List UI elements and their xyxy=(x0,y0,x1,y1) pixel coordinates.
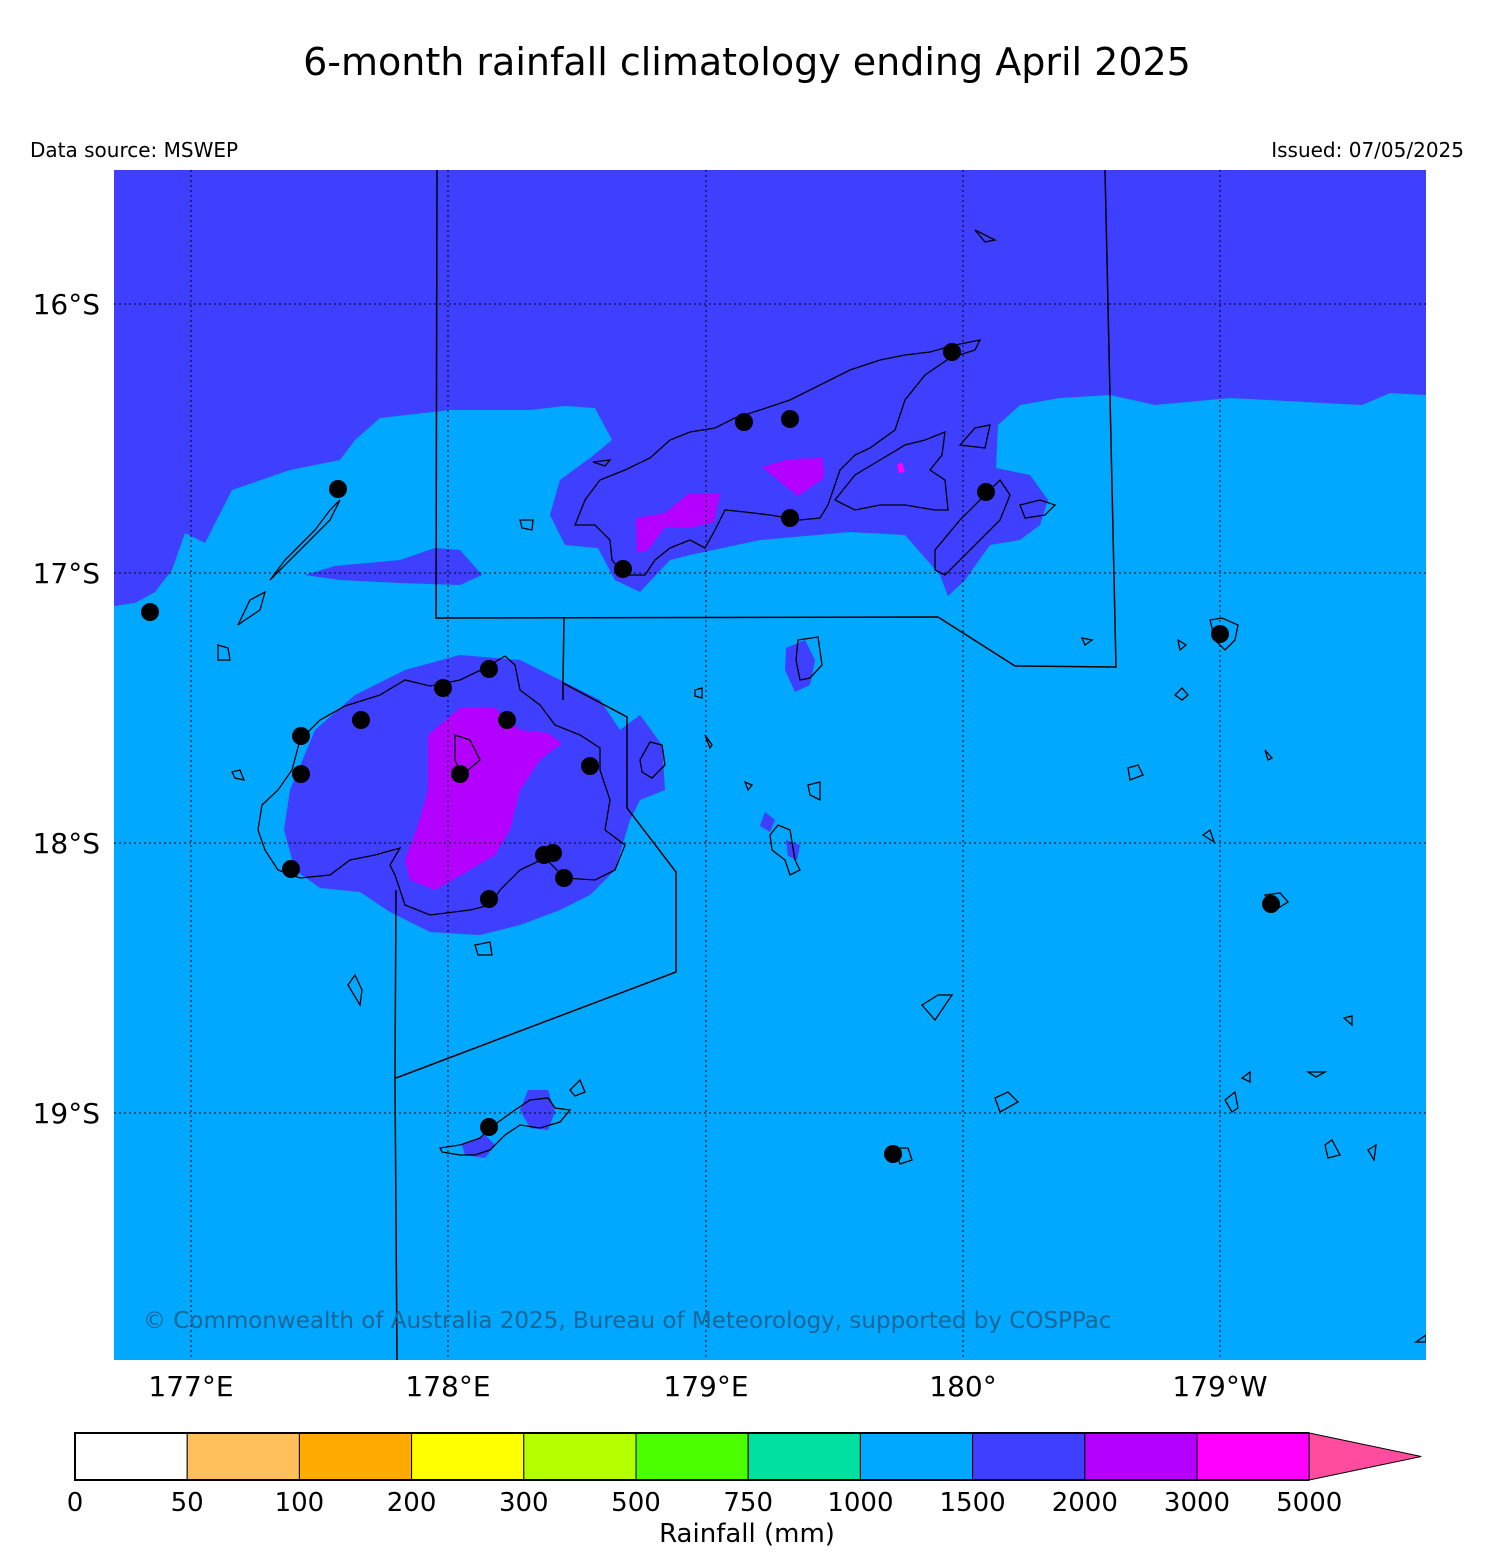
colorbar: 0 50 100 200 300 500 750 1000 1500 2000 3000 5000 xyxy=(67,1432,1422,1518)
colorbar-tick-label: 500 xyxy=(611,1488,661,1518)
rainfall-band-1500-2000-lens xyxy=(305,548,482,585)
lat-label-19s: 19°S xyxy=(33,1097,100,1130)
division-boundaries xyxy=(394,170,1117,1360)
graticule xyxy=(114,170,1426,1360)
colorbar-swatch xyxy=(298,1432,413,1481)
rainfall-band-3000-5000-spot xyxy=(897,462,905,473)
rainfall-band-2000-3000-viti-levu xyxy=(405,708,562,890)
latitude-labels: 16°S 17°S 18°S 19°S xyxy=(33,288,100,1130)
copyright-notice: © Commonwealth of Australia 2025, Bureau… xyxy=(143,1308,1112,1334)
issued-date-label: Issued: 07/05/2025 xyxy=(1271,138,1464,162)
lon-label-180: 180° xyxy=(929,1370,996,1403)
map-area: © Commonwealth of Australia 2025, Bureau… xyxy=(114,170,1426,1360)
colorbar-swatch xyxy=(186,1432,300,1481)
colorbar-tick-label: 100 xyxy=(275,1488,325,1518)
colorbar-tick-label: 750 xyxy=(723,1488,773,1518)
colorbar-tick-label: 300 xyxy=(499,1488,549,1518)
colorbar-tick-label: 3000 xyxy=(1164,1488,1230,1518)
colorbar-tick-label: 2000 xyxy=(1052,1488,1118,1518)
colorbar-swatch xyxy=(635,1432,749,1481)
lon-label-179e: 179°E xyxy=(663,1370,748,1403)
lon-label-177e: 177°E xyxy=(148,1370,233,1403)
colorbar-swatch xyxy=(1084,1432,1198,1481)
lat-label-16s: 16°S xyxy=(33,288,100,321)
map-title: 6-month rainfall climatology ending Apri… xyxy=(303,40,1191,84)
colorbar-tick-label: 200 xyxy=(387,1488,437,1518)
colorbar-swatch xyxy=(859,1432,974,1481)
colorbar-tick-label: 50 xyxy=(171,1488,204,1518)
rainfall-band-1500-2000-north xyxy=(114,170,1426,606)
lat-label-17s: 17°S xyxy=(33,557,100,590)
colorbar-tick-label: 1000 xyxy=(827,1488,893,1518)
lat-label-18s: 18°S xyxy=(33,827,100,860)
colorbar-outline xyxy=(74,1432,1310,1481)
rainfall-band-2000-3000-vanua-levu-east xyxy=(762,458,824,496)
colorbar-extend-arrow xyxy=(1308,1432,1422,1481)
colorbar-swatch xyxy=(972,1432,1086,1481)
longitude-labels: 177°E 178°E 179°E 180° 179°W xyxy=(148,1370,1267,1403)
station-markers xyxy=(141,343,1280,1163)
colorbar-tick-label: 1500 xyxy=(940,1488,1006,1518)
rainfall-band-2000-3000-vanua-levu-west xyxy=(636,494,720,553)
data-source-label: Data source: MSWEP xyxy=(30,138,239,162)
rainfall-band-1500-2000-koro xyxy=(760,812,775,832)
colorbar-swatch xyxy=(747,1432,861,1481)
colorbar-swatch xyxy=(523,1432,637,1481)
lon-label-178e: 178°E xyxy=(405,1370,490,1403)
rainfall-band-1500-2000-kadavu xyxy=(520,1090,555,1130)
colorbar-swatch xyxy=(411,1432,525,1481)
colorbar-title: Rainfall (mm) xyxy=(659,1519,835,1549)
colorbar-tick-label: 0 xyxy=(67,1488,84,1518)
colorbar-swatch xyxy=(74,1432,188,1481)
rainfall-band-1500-2000-kadavu-west xyxy=(462,1135,495,1158)
colorbar-swatch xyxy=(1196,1432,1310,1481)
lon-label-179w: 179°W xyxy=(1172,1370,1267,1403)
colorbar-tick-label: 5000 xyxy=(1276,1488,1342,1518)
